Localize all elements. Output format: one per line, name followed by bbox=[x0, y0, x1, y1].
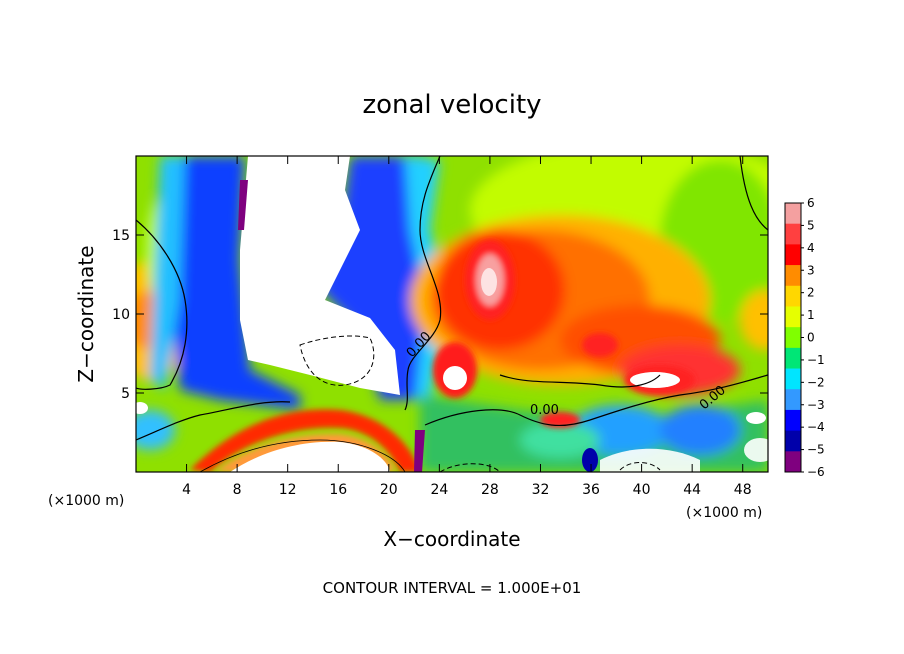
y-axis-ticks: 5 10 15 bbox=[112, 228, 768, 402]
x-unit-right: (×1000 m) bbox=[686, 505, 762, 521]
x-tick-label: 24 bbox=[430, 482, 448, 498]
contour-lines bbox=[136, 156, 768, 472]
heatmap-field bbox=[136, 156, 768, 472]
white-region-upper bbox=[240, 156, 400, 395]
colorbar-label: −5 bbox=[807, 443, 825, 457]
colorbar-label: −2 bbox=[807, 375, 825, 389]
x-unit-left: (×1000 m) bbox=[48, 493, 124, 509]
x-tick-label: 28 bbox=[481, 482, 499, 498]
colorbar-label: 1 bbox=[807, 308, 815, 322]
colorbar-label: 2 bbox=[807, 286, 815, 300]
y-tick-label: 15 bbox=[112, 228, 130, 244]
colorbar-label: 4 bbox=[807, 241, 815, 255]
x-axis-ticks: 4 8 12 16 20 24 28 32 36 40 44 48 bbox=[182, 156, 752, 498]
colorbar-swatch bbox=[785, 347, 801, 370]
x-tick-label: 44 bbox=[683, 482, 701, 498]
colorbar-label: −3 bbox=[807, 398, 825, 412]
colorbar-swatch bbox=[785, 409, 801, 432]
colorbar-swatch bbox=[785, 223, 801, 245]
x-axis-label: X−coordinate bbox=[383, 527, 520, 551]
colorbar-swatch bbox=[785, 389, 801, 411]
colorbar-label: 5 bbox=[807, 218, 815, 232]
colorbar-label: 3 bbox=[807, 263, 815, 277]
x-tick-label: 4 bbox=[182, 482, 191, 498]
colorbar-label: −6 bbox=[807, 465, 825, 479]
chart-title: zonal velocity bbox=[362, 90, 541, 120]
colorbar-swatch bbox=[785, 203, 801, 225]
contour-dashed bbox=[299, 335, 661, 472]
colorbar-label: 0 bbox=[807, 331, 815, 345]
y-axis-label: Z−coordinate bbox=[74, 245, 98, 382]
colorbar-swatch bbox=[785, 368, 801, 390]
y-tick-label: 10 bbox=[112, 307, 130, 323]
colorbar-label: 6 bbox=[807, 196, 815, 210]
x-tick-label: 40 bbox=[633, 482, 651, 498]
colorbar-label: −1 bbox=[807, 353, 825, 367]
colorbar-swatch bbox=[785, 306, 801, 328]
colorbar-swatch bbox=[785, 327, 801, 349]
colorbar-swatch bbox=[785, 244, 801, 266]
contour-interval-note: CONTOUR INTERVAL = 1.000E+01 bbox=[323, 579, 582, 597]
colorbar-swatch bbox=[785, 285, 801, 307]
x-tick-label: 48 bbox=[734, 482, 752, 498]
x-tick-label: 12 bbox=[279, 482, 297, 498]
x-tick-label: 16 bbox=[329, 482, 347, 498]
contour-label-2: 0.00 bbox=[530, 403, 559, 418]
x-tick-label: 8 bbox=[233, 482, 242, 498]
colorbar-label: −4 bbox=[807, 420, 825, 434]
colorbar-swatch bbox=[785, 451, 801, 473]
x-tick-label: 20 bbox=[380, 482, 398, 498]
colorbar: 6 5 4 3 2 1 0 −1 −2 −3 −4 −5 −6 bbox=[784, 196, 825, 479]
y-tick-label: 5 bbox=[121, 386, 130, 402]
x-tick-label: 32 bbox=[532, 482, 550, 498]
colorbar-swatch bbox=[785, 430, 801, 452]
colorbar-swatch bbox=[785, 265, 801, 287]
x-tick-label: 36 bbox=[582, 482, 600, 498]
